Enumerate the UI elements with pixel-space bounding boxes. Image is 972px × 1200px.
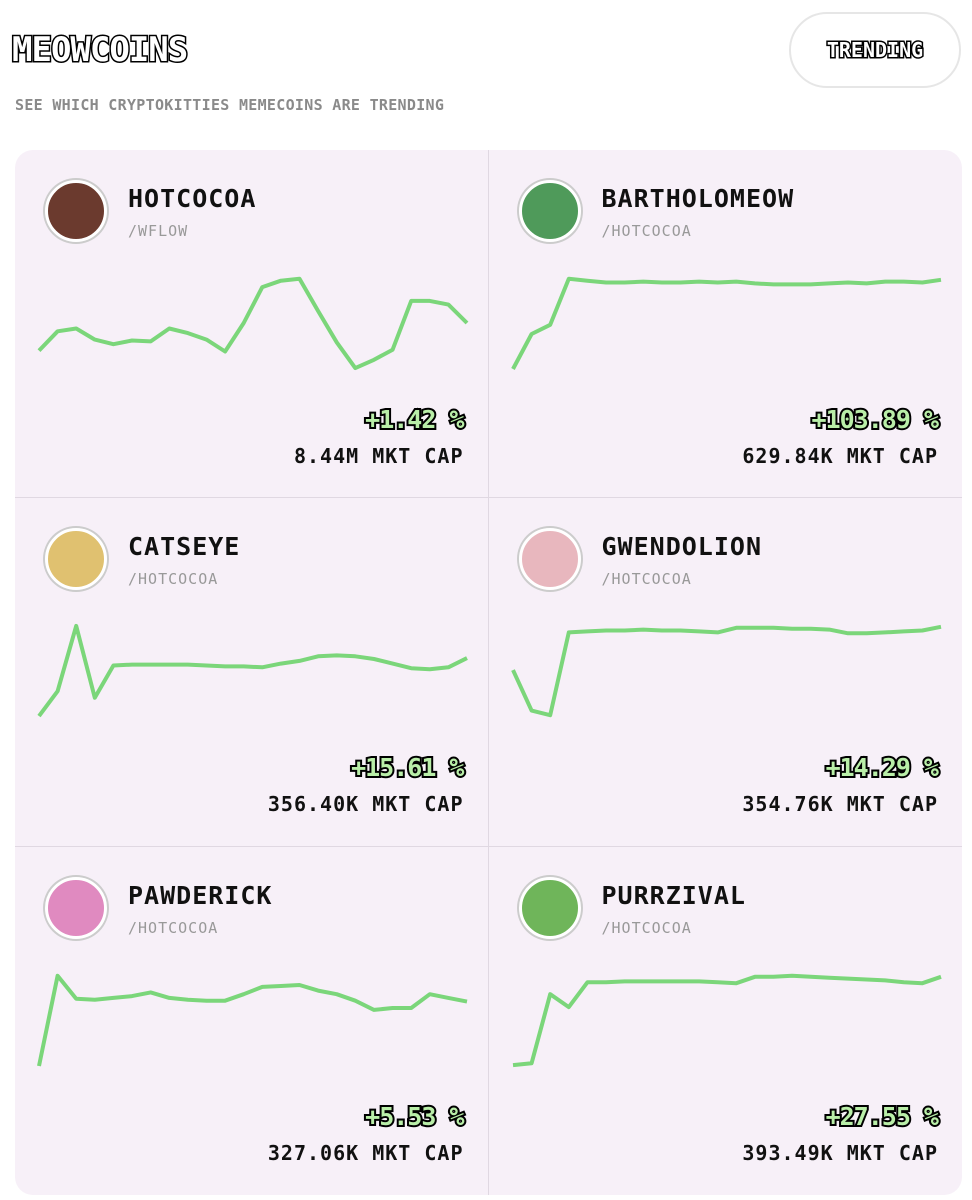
sparkline — [510, 276, 941, 370]
coin-pair: /HOTCOCOA — [128, 570, 219, 589]
coin-name: PAWDERICK — [128, 880, 273, 910]
coin-icon — [518, 876, 581, 939]
coin-pair: /HOTCOCOA — [128, 918, 219, 937]
coin-name: CATSEYE — [128, 532, 241, 562]
sparkline-path — [512, 973, 942, 1067]
sparkline — [37, 973, 468, 1067]
title: MEOWCOINS — [10, 29, 189, 72]
trending-button[interactable]: TRENDING — [789, 12, 961, 88]
coin-pair: /HOTCOCOA — [601, 570, 692, 589]
price-change: +103.89 % — [810, 403, 941, 436]
coin-name: BARTHOLOMEOW — [601, 184, 795, 213]
subtitle: SEE WHICH CRYPTOKITTIES MEMECOINS ARE TR… — [15, 96, 445, 114]
sparkline-path — [510, 625, 941, 718]
coin-pair: /WFLOW — [128, 222, 189, 240]
market-cap: 629.84K MKT CAP — [742, 444, 938, 468]
sparkline-path — [37, 276, 469, 371]
coin-pair: /HOTCOCOA — [601, 918, 692, 937]
price-change: +1.42 % — [363, 403, 466, 436]
price-change: +15.61 % — [349, 751, 466, 784]
coin-card[interactable]: HOTCOCOA/WFLOW +1.42 % 8.44M MKT CAP — [15, 150, 489, 499]
sparkline — [37, 624, 468, 718]
price-change: +5.53 % — [363, 1100, 466, 1133]
sparkline-path — [510, 276, 941, 370]
market-cap: 8.44M MKT CAP — [293, 444, 464, 468]
coin-card[interactable]: PAWDERICK/HOTCOCOA +5.53 % 327.06K MKT CAP — [15, 846, 489, 1195]
coin-icon — [518, 180, 581, 242]
sparkline — [510, 625, 941, 718]
market-cap: 393.49K MKT CAP — [742, 1140, 938, 1165]
market-cap: 354.76K MKT CAP — [742, 792, 938, 817]
sparkline-path — [37, 624, 468, 718]
sparkline-path — [37, 973, 468, 1067]
coin-name: GWENDOLION — [601, 532, 763, 562]
market-cap: 327.06K MKT CAP — [267, 1140, 464, 1165]
coin-name: HOTCOCOA — [128, 184, 257, 213]
sparkline — [512, 973, 942, 1067]
coin-icon — [518, 528, 581, 591]
coin-card[interactable]: PURRZIVAL/HOTCOCOA +27.55 % 393.49K MKT CA… — [489, 847, 963, 1195]
price-change: +27.55 % — [824, 1100, 941, 1133]
coin-icon — [45, 180, 107, 242]
price-change: +14.29 % — [824, 751, 941, 784]
coin-icon — [45, 528, 107, 591]
coin-card[interactable]: GWENDOLION/HOTCOCOA +14.29 % 354.76K MKT C… — [488, 498, 962, 847]
coin-icon — [45, 876, 107, 939]
coin-card[interactable]: BARTHOLOMEOW/HOTCOCOA +103.89 % 629.84K MK… — [488, 150, 962, 499]
coin-card[interactable]: CATSEYE/HOTCOCOA +15.61 % 356.40K MKT CAP — [15, 498, 489, 847]
sparkline — [37, 276, 469, 371]
coin-grid: HOTCOCOA/WFLOW +1.42 % 8.44M MKT CAP BARTHO… — [15, 150, 962, 1195]
coin-name: PURRZIVAL — [601, 880, 746, 910]
market-cap: 356.40K MKT CAP — [267, 792, 464, 817]
coin-pair: /HOTCOCOA — [601, 222, 692, 240]
